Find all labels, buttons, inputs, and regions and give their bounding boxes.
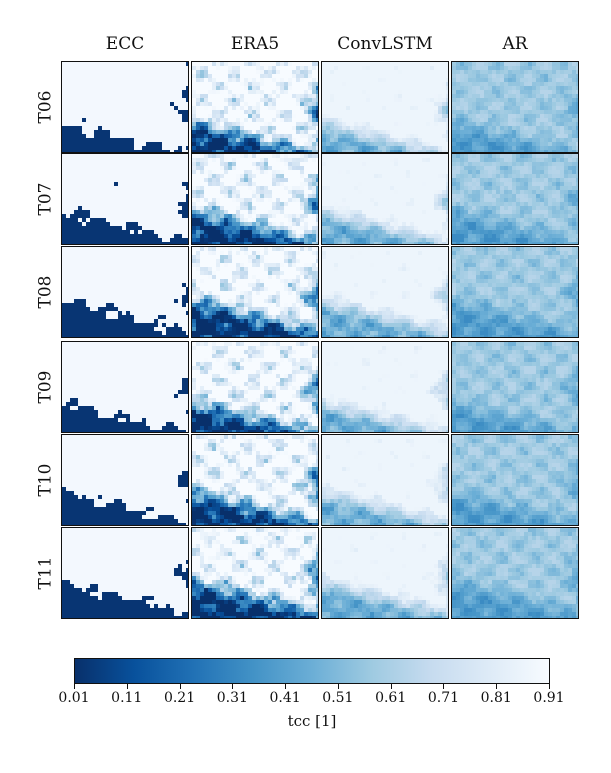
- colorbar-tick-label: 0.41: [269, 690, 301, 706]
- panel-convlstm-t10: [321, 434, 449, 526]
- colorbar-tick: [126, 684, 128, 689]
- panel-ar-t10: [451, 434, 579, 526]
- panel-era5-t11: [191, 527, 319, 619]
- colorbar-tick-label: 0.61: [375, 690, 407, 706]
- panel-era5-t09: [191, 341, 319, 433]
- panel-era5-t06: [191, 61, 319, 153]
- panel-convlstm-t09: [321, 341, 449, 433]
- column-title-convlstm: ConvLSTM: [337, 34, 433, 54]
- panel-ar-t07: [451, 153, 579, 245]
- colorbar-tick: [179, 684, 181, 689]
- row-label-t11: T11: [35, 556, 56, 590]
- column-title-era5: ERA5: [230, 34, 280, 54]
- colorbar-tick-label: 0.51: [322, 690, 354, 706]
- panel-ar-t06: [451, 61, 579, 153]
- colorbar-tick: [549, 684, 550, 689]
- colorbar-tick: [390, 684, 392, 689]
- panel-ecc-t08: [61, 246, 189, 338]
- panel-convlstm-t11: [321, 527, 449, 619]
- panel-era5-t10: [191, 434, 319, 526]
- row-label-t09: T09: [35, 370, 56, 404]
- column-title-ar: AR: [502, 34, 528, 54]
- colorbar-tick: [443, 684, 445, 689]
- panel-ecc-t09: [61, 341, 189, 433]
- colorbar-tick-label: 0.21: [163, 690, 196, 706]
- colorbar-tick: [496, 684, 498, 689]
- colorbar-tick-label: 0.81: [480, 690, 512, 706]
- panel-convlstm-t07: [321, 153, 449, 245]
- colorbar-tick-label: 0.91: [533, 690, 565, 706]
- panel-ecc-t06: [61, 61, 189, 153]
- colorbar-tick: [74, 684, 75, 689]
- panel-ar-t08: [451, 246, 579, 338]
- row-label-t06: T06: [35, 90, 56, 124]
- panel-ar-t11: [451, 527, 579, 619]
- colorbar: [74, 658, 550, 684]
- panel-ar-t09: [451, 341, 579, 433]
- colorbar-tick-label: 0.31: [216, 690, 248, 706]
- colorbar-tick-label: 0.01: [58, 690, 90, 706]
- colorbar-tick-label: 0.71: [427, 690, 460, 706]
- column-title-ecc: ECC: [105, 34, 145, 54]
- colorbar-tick: [232, 684, 234, 689]
- panel-convlstm-t08: [321, 246, 449, 338]
- colorbar-tick: [285, 684, 287, 689]
- row-label-t08: T08: [35, 275, 56, 309]
- panel-era5-t08: [191, 246, 319, 338]
- panel-ecc-t10: [61, 434, 189, 526]
- panel-era5-t07: [191, 153, 319, 245]
- panel-convlstm-t06: [321, 61, 449, 153]
- panel-ecc-t07: [61, 153, 189, 245]
- colorbar-tick: [337, 684, 339, 689]
- row-label-t10: T10: [35, 463, 56, 497]
- panel-ecc-t11: [61, 527, 189, 619]
- colorbar-label: tcc [1]: [287, 712, 337, 730]
- colorbar-tick-label: 0.11: [111, 690, 143, 706]
- row-label-t07: T07: [35, 182, 56, 216]
